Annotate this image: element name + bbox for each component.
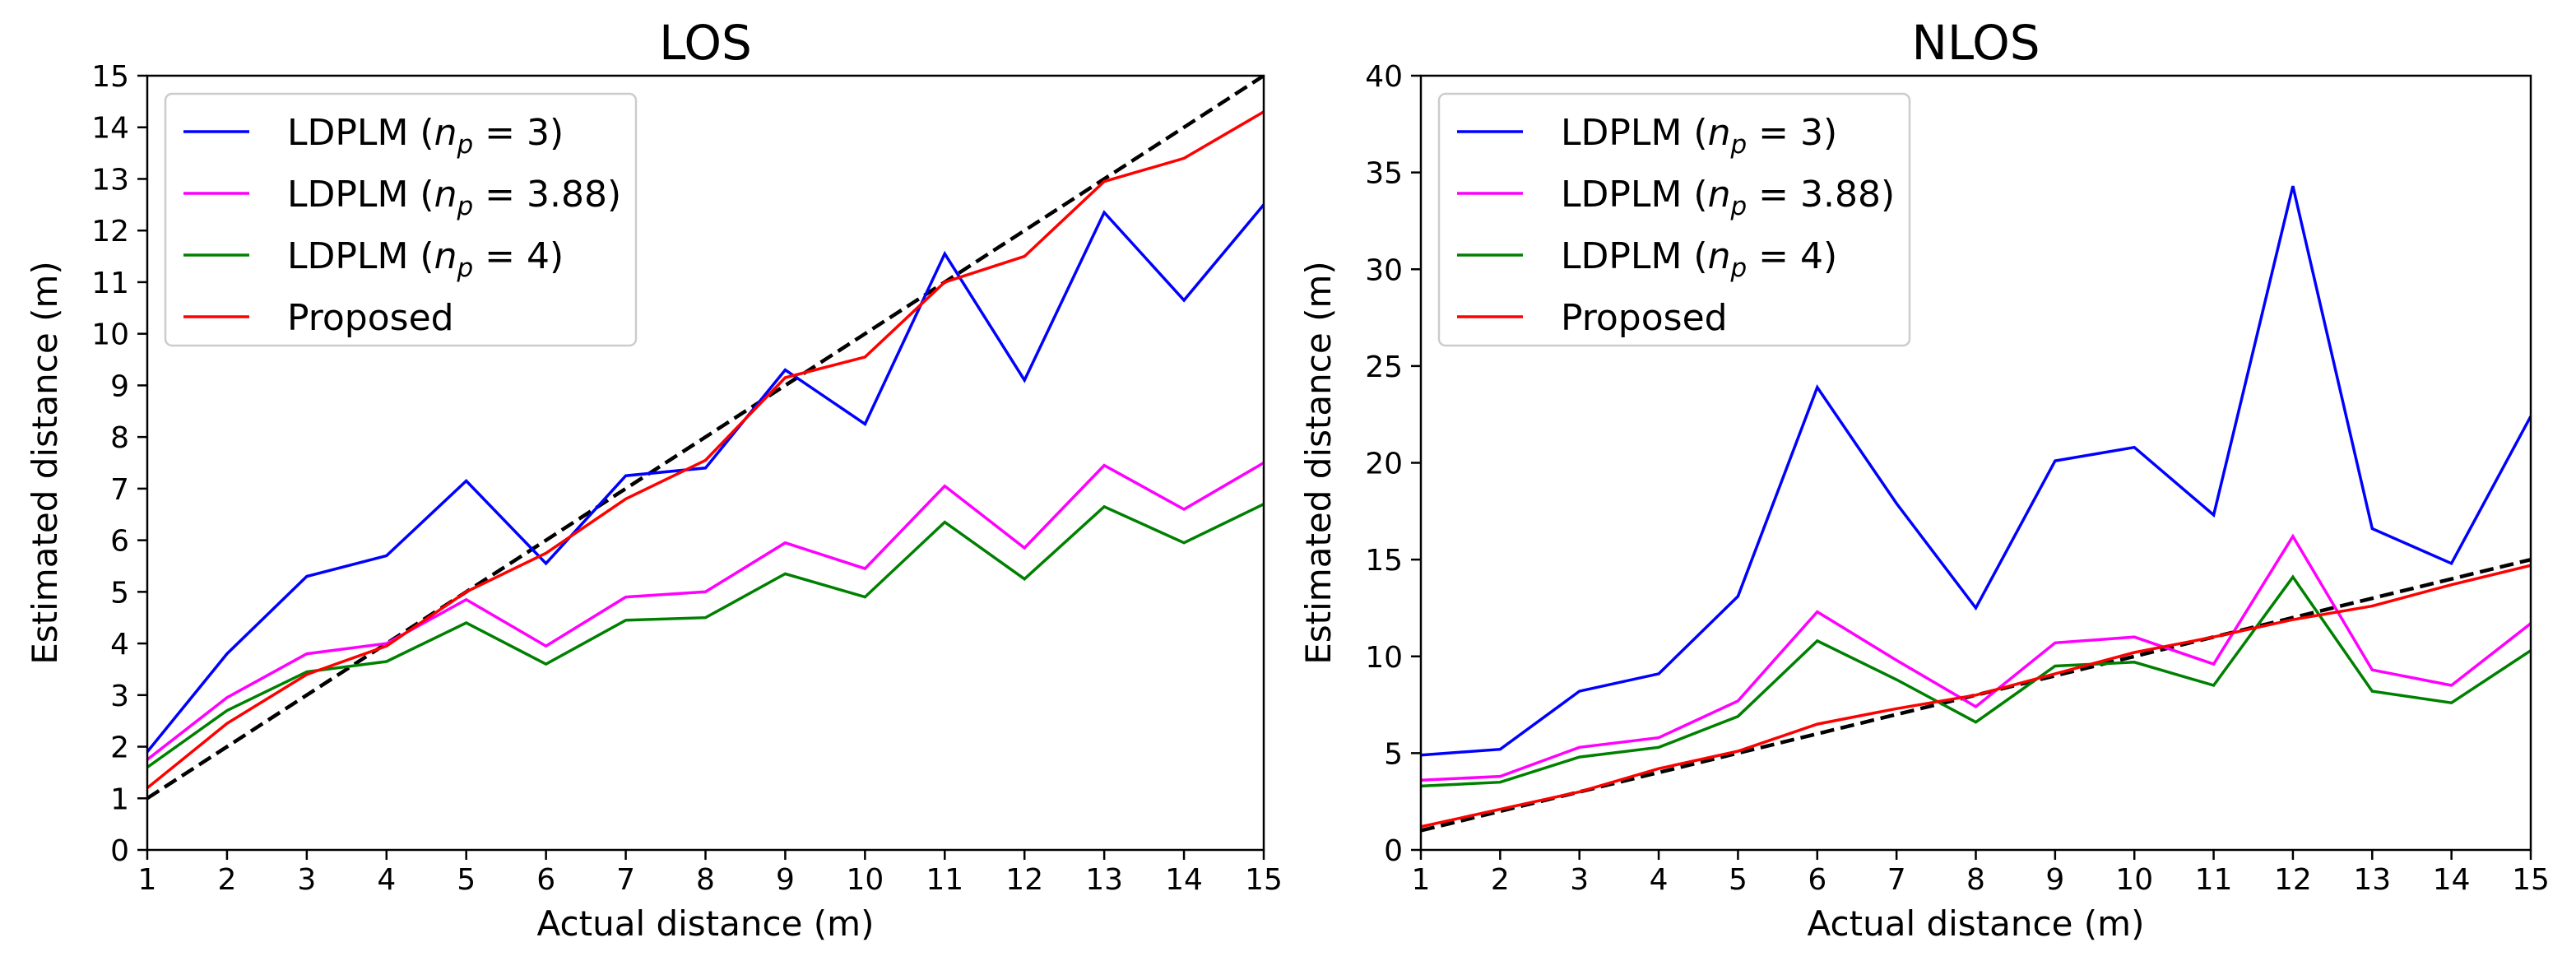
- los-y-axis-label: Estimated distance (m): [25, 261, 65, 665]
- nlos-y-tick-label: 5: [1384, 737, 1403, 771]
- los-series-line-2: [147, 503, 1264, 769]
- los-legend-label-0: LDPLM (np = 3): [287, 112, 564, 160]
- los-y-tick-label: 0: [110, 834, 129, 868]
- los-y-tick-label: 6: [110, 525, 129, 559]
- nlos-series-line-1: [1421, 533, 2531, 782]
- los-x-tick-label: 11: [926, 863, 963, 897]
- los-series-line-1: [147, 461, 1264, 761]
- nlos-x-tick-label: 10: [2115, 863, 2153, 897]
- los-x-tick-label: 8: [696, 863, 715, 897]
- nlos-plot-area: [1421, 185, 2531, 833]
- los-legend: LDPLM (np = 3) LDPLM (np = 3.88) LDPLM (np…: [164, 92, 638, 347]
- los-x-tick-label: 4: [377, 863, 396, 897]
- nlos-x-tick-label: 9: [2045, 863, 2064, 897]
- los-x-tick-label: 3: [297, 863, 316, 897]
- nlos-series-line-0: [1421, 185, 2531, 757]
- nlos-x-tick-label: 4: [1650, 863, 1669, 897]
- los-ideal-reference-line: [147, 76, 1264, 801]
- los-x-tick-label: 7: [616, 863, 635, 897]
- los-series-line-3: [147, 110, 1264, 790]
- los-chart-title: LOS: [659, 15, 752, 71]
- nlos-y-tick-label: 25: [1365, 351, 1403, 384]
- los-x-tick-label: 5: [457, 863, 476, 897]
- los-y-tick-label: 5: [110, 576, 129, 610]
- los-x-tick-label: 9: [776, 863, 795, 897]
- nlos-legend-label-0: LDPLM (np = 3): [1561, 112, 1837, 160]
- los-y-tick-label: 15: [91, 60, 129, 94]
- nlos-x-tick-label: 6: [1808, 863, 1826, 897]
- nlos-y-tick-label: 35: [1365, 157, 1403, 191]
- los-x-tick-label: 1: [138, 863, 157, 897]
- nlos-legend-label-1: LDPLM (np = 3.88): [1561, 174, 1895, 221]
- los-x-tick-label: 6: [536, 863, 555, 897]
- nlos-legend-box: [1437, 92, 1911, 347]
- los-y-tick-label: 13: [91, 163, 129, 197]
- nlos-series-line-3: [1421, 564, 2531, 829]
- nlos-y-tick-label: 10: [1365, 641, 1403, 675]
- los-y-tick-label: 3: [110, 680, 129, 713]
- los-x-tick-label: 14: [1165, 863, 1203, 897]
- nlos-x-tick-label: 8: [1966, 863, 1985, 897]
- nlos-y-tick-label: 0: [1384, 834, 1403, 868]
- nlos-x-tick-label: 13: [2353, 863, 2391, 897]
- los-y-tick-label: 12: [91, 215, 129, 248]
- nlos-legend-label-3: Proposed: [1561, 297, 1728, 339]
- nlos-chart-title: NLOS: [1911, 15, 2040, 71]
- nlos-x-tick-label: 3: [1570, 863, 1589, 897]
- nlos-legend-label-2: LDPLM (np = 4): [1561, 235, 1837, 283]
- los-y-tick-label: 2: [110, 731, 129, 765]
- los-y-tick-label: 8: [110, 421, 129, 455]
- los-y-tick-label: 14: [91, 112, 129, 146]
- nlos-legend: LDPLM (np = 3) LDPLM (np = 3.88) LDPLM (np…: [1437, 92, 1911, 347]
- los-axes-frame: [146, 74, 1265, 852]
- los-y-tick-label: 4: [110, 628, 129, 662]
- nlos-y-tick-label: 20: [1365, 448, 1403, 481]
- los-x-tick-label: 15: [1245, 863, 1283, 897]
- los-y-tick-label: 11: [91, 267, 129, 300]
- los-x-axis-label: Actual distance (m): [537, 903, 875, 944]
- los-legend-box: [164, 92, 638, 347]
- los-y-tick-label: 1: [110, 782, 129, 816]
- los-x-tick-label: 13: [1085, 863, 1123, 897]
- los-x-tick-label: 2: [217, 863, 236, 897]
- los-y-tick-label: 10: [91, 318, 129, 352]
- nlos-x-axis-label: Actual distance (m): [1808, 903, 2145, 944]
- los-x-tick-label: 10: [846, 863, 884, 897]
- nlos-x-tick-label: 2: [1491, 863, 1510, 897]
- nlos-x-tick-label: 15: [2512, 863, 2550, 897]
- nlos-x-tick-label: 7: [1887, 863, 1906, 897]
- nlos-x-tick-label: 12: [2274, 863, 2312, 897]
- nlos-y-tick-label: 40: [1365, 60, 1403, 94]
- los-legend-label-3: Proposed: [287, 297, 454, 339]
- nlos-axes-frame: [1419, 74, 2532, 852]
- los-x-tick-label: 12: [1005, 863, 1043, 897]
- nlos-x-tick-label: 11: [2195, 863, 2233, 897]
- nlos-x-tick-label: 1: [1412, 863, 1431, 897]
- los-y-tick-label: 7: [110, 473, 129, 507]
- nlos-x-tick-label: 5: [1729, 863, 1748, 897]
- los-legend-label-2: LDPLM (np = 4): [287, 235, 564, 283]
- nlos-y-axis-label: Estimated distance (m): [1298, 261, 1339, 665]
- nlos-y-tick-label: 30: [1365, 253, 1403, 287]
- nlos-series-line-2: [1421, 574, 2531, 788]
- los-y-tick-label: 9: [110, 369, 129, 403]
- los-legend-label-1: LDPLM (np = 3.88): [287, 174, 621, 221]
- nlos-y-tick-label: 15: [1365, 544, 1403, 578]
- los-plot-area: [147, 76, 1264, 801]
- los-series-line-0: [147, 203, 1264, 753]
- nlos-x-tick-label: 14: [2433, 863, 2471, 897]
